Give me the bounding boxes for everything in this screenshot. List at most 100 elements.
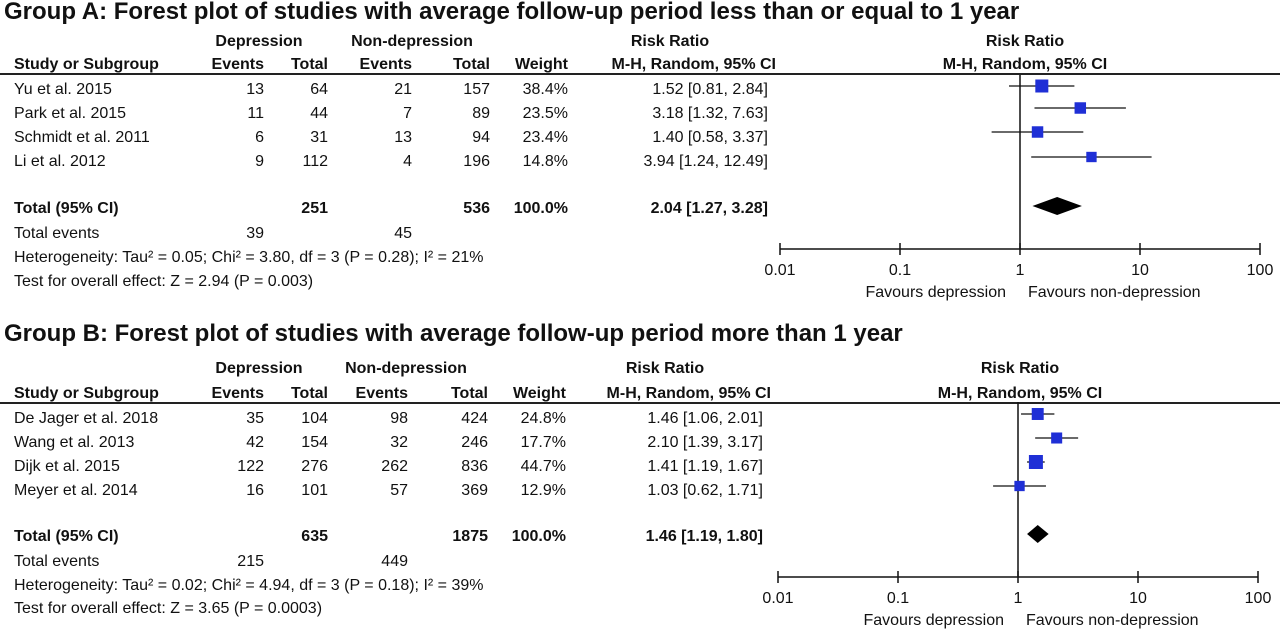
total-events-label: Total events xyxy=(14,225,100,242)
x-tick-label: 1 xyxy=(1016,262,1025,279)
dep-events: 9 xyxy=(255,153,264,170)
heterogeneity-text: Heterogeneity: Tau² = 0.02; Chi² = 4.94,… xyxy=(14,577,484,594)
forest-plot-group-b: Group B: Forest plot of studies with ave… xyxy=(0,320,1280,630)
total-dep-total: 635 xyxy=(301,528,328,545)
pooled-diamond xyxy=(1027,525,1049,543)
total-events-non: 449 xyxy=(381,553,408,570)
weight-header: Weight xyxy=(514,56,568,73)
non-events: 13 xyxy=(394,129,412,146)
study-marker xyxy=(1035,79,1049,93)
non-events: 32 xyxy=(390,434,408,451)
x-tick-label: 0.01 xyxy=(764,262,795,279)
total-label: Total (95% CI) xyxy=(14,528,119,545)
favours-left-label: Favours depression xyxy=(863,612,1004,629)
x-tick-label: 0.1 xyxy=(887,590,909,607)
non-total: 246 xyxy=(461,434,488,451)
ci-text: 1.41 [1.19, 1.67] xyxy=(647,458,763,475)
study-name: Schmidt et al. 2011 xyxy=(14,129,150,146)
dep-total: 112 xyxy=(302,153,328,170)
ci-header: M-H, Random, 95% CI xyxy=(611,56,776,73)
dep-events: 13 xyxy=(246,81,264,98)
dep-total: 101 xyxy=(301,482,328,499)
plot-ci-header: M-H, Random, 95% CI xyxy=(937,385,1103,402)
x-tick-label: 10 xyxy=(1131,262,1149,279)
study-marker xyxy=(1086,151,1097,163)
total-ci-text: 2.04 [1.27, 3.28] xyxy=(650,200,768,217)
depression-header: Depression xyxy=(215,360,303,377)
risk-ratio-header: Risk Ratio xyxy=(630,33,710,50)
non-total-header: Total xyxy=(452,56,490,73)
weight: 44.7% xyxy=(520,458,566,475)
total-weight: 100.0% xyxy=(513,200,568,217)
dep-events: 6 xyxy=(255,129,264,146)
study-column-header: Study or Subgroup xyxy=(14,56,159,73)
favours-right-label: Favours non-depression xyxy=(1026,612,1199,629)
non-total: 157 xyxy=(463,81,490,98)
dep-total: 154 xyxy=(301,434,328,451)
plot-ci-header: M-H, Random, 95% CI xyxy=(942,56,1108,73)
dep-events: 16 xyxy=(246,482,264,499)
non-total: 94 xyxy=(472,129,490,146)
study-name: Dijk et al. 2015 xyxy=(14,458,120,475)
total-label: Total (95% CI) xyxy=(14,200,119,217)
dep-total: 276 xyxy=(301,458,328,475)
plot-risk-ratio-header: Risk Ratio xyxy=(985,33,1065,50)
x-tick-label: 1 xyxy=(1014,590,1023,607)
forest-plot-area: 0.01 0.1 1 10 100 Favours depression Favours n… xyxy=(762,402,1272,629)
non-events-header: Events xyxy=(355,385,408,402)
study-name: Meyer et al. 2014 xyxy=(14,482,138,499)
non-depression-header: Non-depression xyxy=(345,360,467,377)
study-marker xyxy=(1031,126,1044,138)
non-events: 7 xyxy=(403,105,412,122)
total-non-total: 1875 xyxy=(452,528,488,545)
ci-text: 3.94 [1.24, 12.49] xyxy=(643,153,768,170)
study-marker xyxy=(1031,408,1044,420)
ci-text: 1.52 [0.81, 2.84] xyxy=(652,81,768,98)
header-rule xyxy=(0,73,1280,75)
ci-text: 1.46 [1.06, 2.01] xyxy=(647,410,763,427)
plot-risk-ratio-header: Risk Ratio xyxy=(980,360,1060,377)
favours-left-label: Favours depression xyxy=(865,284,1006,301)
study-marker xyxy=(1028,455,1043,469)
overall-effect-text: Test for overall effect: Z = 2.94 (P = 0… xyxy=(14,273,314,290)
x-tick-label: 100 xyxy=(1247,262,1274,279)
non-total-header: Total xyxy=(450,385,488,402)
study-name: Wang et al. 2013 xyxy=(14,434,135,451)
total-events-dep: 215 xyxy=(237,553,264,570)
pooled-diamond xyxy=(1032,197,1082,215)
ci-text: 1.03 [0.62, 1.71] xyxy=(647,482,763,499)
overall-effect-text: Test for overall effect: Z = 3.65 (P = 0… xyxy=(14,600,323,617)
total-ci-text: 1.46 [1.19, 1.80] xyxy=(645,528,763,545)
dep-events: 122 xyxy=(237,458,264,475)
study-marker xyxy=(1014,480,1025,492)
dep-total-header: Total xyxy=(290,385,328,402)
non-total: 369 xyxy=(461,482,488,499)
weight: 23.4% xyxy=(522,129,568,146)
dep-events: 42 xyxy=(246,434,264,451)
study-marker xyxy=(1074,102,1087,114)
non-events: 57 xyxy=(390,482,408,499)
forest-plot-area: 0.01 0.1 1 10 100 Favours depression Favours n… xyxy=(764,75,1274,301)
dep-events-header: Events xyxy=(211,385,264,402)
favours-right-label: Favours non-depression xyxy=(1028,284,1201,301)
total-weight: 100.0% xyxy=(511,528,566,545)
total-events-non: 45 xyxy=(394,225,412,242)
dep-total: 44 xyxy=(310,105,328,122)
dep-total: 31 xyxy=(310,129,328,146)
non-events: 4 xyxy=(403,153,412,170)
depression-header: Depression xyxy=(215,33,303,50)
x-tick-label: 100 xyxy=(1245,590,1272,607)
non-total: 424 xyxy=(461,410,488,427)
total-non-total: 536 xyxy=(463,200,490,217)
dep-total-header: Total xyxy=(290,56,328,73)
study-name: Park et al. 2015 xyxy=(14,105,127,122)
weight: 24.8% xyxy=(520,410,566,427)
forest-plot-group-a: Group A: Forest plot of studies with ave… xyxy=(0,0,1280,301)
weight: 23.5% xyxy=(522,105,568,122)
non-events: 98 xyxy=(390,410,408,427)
study-column-header: Study or Subgroup xyxy=(14,385,159,402)
ci-text: 1.40 [0.58, 3.37] xyxy=(652,129,768,146)
non-total: 836 xyxy=(461,458,488,475)
risk-ratio-header: Risk Ratio xyxy=(625,360,705,377)
ci-header: M-H, Random, 95% CI xyxy=(606,385,771,402)
